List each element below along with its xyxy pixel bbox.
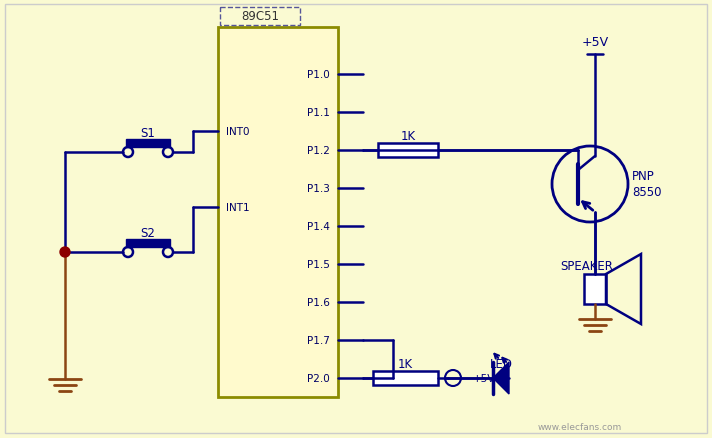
Text: S1: S1 [140,127,155,140]
Text: P1.7: P1.7 [307,335,330,345]
Text: S2: S2 [140,227,155,240]
Text: P1.1: P1.1 [307,108,330,118]
Text: LED: LED [490,358,513,371]
Text: P2.0: P2.0 [308,373,330,383]
Text: www.elecfans.com: www.elecfans.com [538,423,622,431]
Text: P1.0: P1.0 [308,70,330,80]
Text: P1.5: P1.5 [307,259,330,269]
Text: 8550: 8550 [632,186,661,199]
Text: 89C51: 89C51 [241,11,279,24]
Text: 1K: 1K [398,358,413,371]
Text: +5V: +5V [582,36,609,49]
Text: P1.2: P1.2 [307,146,330,155]
Text: SPEAKER: SPEAKER [560,260,613,273]
Text: PNP: PNP [632,170,655,183]
Circle shape [60,247,70,258]
Text: P1.6: P1.6 [307,297,330,307]
Bar [220,8,300,26]
Polygon shape [126,240,170,247]
Text: P1.3: P1.3 [307,184,330,194]
Polygon shape [126,140,170,148]
Text: INT0: INT0 [226,127,249,137]
Bar [373,371,438,385]
Text: +5V: +5V [473,373,496,383]
Text: 1K: 1K [400,130,416,143]
Polygon shape [493,362,509,394]
Bar [218,28,338,397]
Text: INT1: INT1 [226,202,250,212]
Bar [584,274,606,304]
Text: P1.4: P1.4 [307,222,330,231]
Bar [378,144,438,158]
